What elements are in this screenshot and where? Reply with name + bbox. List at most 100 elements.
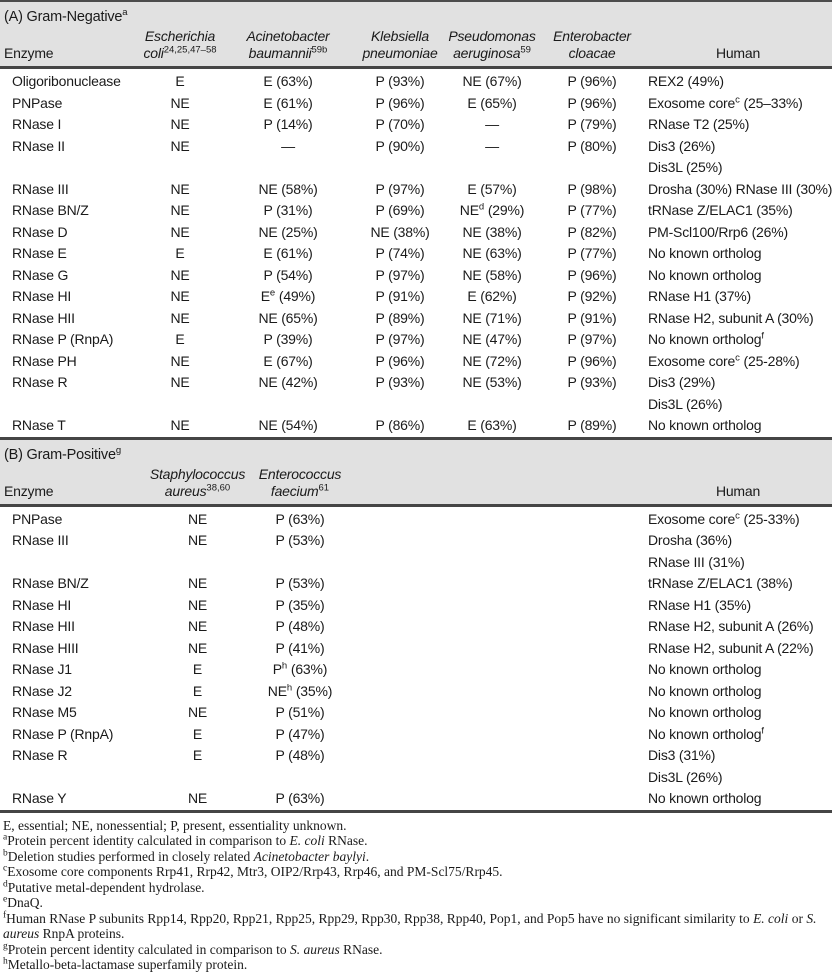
essentiality-cell: NE (38%) <box>370 223 430 240</box>
footnote: fHuman RNase P subunits Rpp14, Rpp20, Rp… <box>3 910 829 942</box>
table-row: RNase P (RnpA) E P (47%) No known orthologf <box>0 724 832 746</box>
enzyme-cell: RNase R <box>12 747 68 763</box>
spacer-cell <box>345 638 644 660</box>
essentiality-cell: NE <box>170 309 190 326</box>
essentiality-cell: NE (72%) <box>462 352 522 369</box>
spacer-cell <box>345 681 644 703</box>
table-row: PNPase NE P (63%) Exosome corec (25-33%) <box>0 505 832 530</box>
table-row: RNase J1 E Ph (63%) No known ortholog <box>0 659 832 681</box>
essentiality-cell: NE (38%) <box>462 223 522 240</box>
essentiality-cell: P (39%) <box>263 331 313 347</box>
footnote-text: DnaQ. <box>7 895 43 910</box>
table-row: RNase HII NE P (48%) RNase H2, subunit A (2… <box>0 616 832 638</box>
enzyme-cell: RNase III <box>12 532 69 548</box>
essentiality-cell: NE <box>170 374 190 390</box>
essentiality-cell: NE <box>170 266 190 283</box>
column-header: Acinetobacter baumannii59b <box>220 28 356 69</box>
essentiality-cell: P (93%) <box>375 374 425 390</box>
essentiality-cell: P (89%) <box>375 309 425 326</box>
essentiality-cell: P (97%) <box>375 266 425 283</box>
footnote-marker: a <box>3 832 8 843</box>
human-ortholog-cell: No known ortholog <box>648 704 762 720</box>
essentiality-cell: NE (47%) <box>462 331 522 347</box>
essentiality-cell: E (65%) <box>467 94 517 111</box>
essentiality-cell: NE <box>187 532 208 548</box>
essentiality-cell: E <box>175 331 185 347</box>
essentiality-cell: P (93%) <box>375 73 425 89</box>
table-row: RNase P (RnpA) E P (39%) P (97%) NE (47%) P (… <box>0 329 832 351</box>
enzyme-cell: RNase R <box>12 374 68 390</box>
spacer-cell <box>345 724 644 746</box>
table-row: RNase HI NE P (35%) RNase H1 (35%) <box>0 595 832 617</box>
essentiality-cell: P (89%) <box>567 417 617 433</box>
table-row: RNase R NE NE (42%) P (93%) NE (53%) P (93%) D… <box>0 372 832 415</box>
human-ortholog-cell: REX2 (49%) <box>648 73 724 89</box>
footnote: gProtein percent identity calculated in … <box>3 941 829 958</box>
column-header: Human <box>644 465 832 507</box>
essentiality-cell: P (79%) <box>567 116 617 132</box>
essentiality-cell: P (98%) <box>567 180 617 197</box>
enzyme-cell: RNase J1 <box>12 661 72 677</box>
human-ortholog-cell: No known ortholog <box>648 790 762 806</box>
footnote-text: Protein percent identity calculated in c… <box>7 941 383 957</box>
human-ortholog-cell: Exosome corec (25–33%) <box>648 93 803 111</box>
footnote-text: Human RNase P subunits Rpp14, Rpp20, Rpp… <box>3 910 817 942</box>
essentiality-cell: P (96%) <box>567 73 617 89</box>
essentiality-cell: E (57%) <box>467 180 517 197</box>
human-ortholog-cell: No known ortholog <box>648 682 762 699</box>
footnote: eDnaQ. <box>3 895 829 911</box>
table-row: RNase D NE NE (25%) NE (38%) NE (38%) P (82%)… <box>0 222 832 244</box>
enzyme-cell: RNase M5 <box>12 704 77 720</box>
enzyme-cell: RNase HI <box>12 596 72 613</box>
column-header: Escherichia coli24,25,47–58 <box>140 28 220 69</box>
enzyme-cell: PNPase <box>12 510 63 527</box>
enzyme-cell: RNase P (RnpA) <box>12 725 114 742</box>
footnote: E, essential; NE, nonessential; P, prese… <box>3 818 829 834</box>
essentiality-cell: P (97%) <box>375 180 425 197</box>
human-ortholog-cell: No known ortholog <box>648 417 762 433</box>
human-ortholog-cell: RNase H1 (35%) <box>648 596 752 613</box>
enzyme-cell: Oligoribonuclease <box>12 73 121 89</box>
table-row: RNase BN/Z NE P (31%) P (69%) NEd (29%) P (77… <box>0 200 832 222</box>
enzyme-cell: PNPase <box>12 94 63 111</box>
spacer-cell <box>345 745 644 788</box>
human-ortholog-cell: Drosha (30%) RNase III (30%) <box>648 180 832 197</box>
essentiality-cell: Ee (49%) <box>260 287 316 304</box>
essentiality-cell: P (96%) <box>375 352 425 369</box>
essentiality-cell: P (48%) <box>275 618 325 634</box>
essentiality-cell: NE <box>187 639 208 656</box>
footnote-marker: e <box>3 894 8 905</box>
table-row: RNase HII NE NE (65%) P (89%) NE (71%) P (91%… <box>0 308 832 330</box>
human-ortholog-cell: tRNase Z/ELAC1 (38%) <box>648 575 793 591</box>
human-ortholog-cell: No known ortholog <box>648 266 762 283</box>
column-header: Human <box>644 28 832 69</box>
human-ortholog-cell: tRNase Z/ELAC1 (35%) <box>648 202 793 218</box>
essentiality-cell: P (97%) <box>375 331 425 347</box>
footnotes: E, essential; NE, nonessential; P, prese… <box>0 813 832 975</box>
essentiality-cell: P (63%) <box>275 510 325 527</box>
essentiality-cell: E <box>192 725 203 742</box>
footnote-marker: c <box>3 863 8 874</box>
essentiality-cell: NEh (35%) <box>267 681 333 699</box>
essentiality-cell: P (53%) <box>275 532 325 548</box>
essentiality-cell: E <box>192 661 203 677</box>
essentiality-cell: P (53%) <box>275 575 325 591</box>
enzyme-cell: RNase HI <box>12 288 72 304</box>
enzyme-cell: RNase T <box>12 417 66 433</box>
essentiality-cell: P (97%) <box>567 331 617 347</box>
human-ortholog-cell: Exosome corec (25-28%) <box>648 351 800 369</box>
enzyme-cell: RNase HIII <box>12 639 79 656</box>
table-row: RNase II NE — P (90%) — P (80%) Dis3 (26%) Dis3… <box>0 136 832 179</box>
footnote: aProtein percent identity calculated in … <box>3 833 829 849</box>
human-ortholog-cell: Dis3 (29%) Dis3L (26%) <box>648 374 723 412</box>
table-row: RNase HIII NE P (41%) RNase H2, subunit A (… <box>0 638 832 660</box>
essentiality-cell: P (14%) <box>263 116 313 132</box>
human-ortholog-cell: No known orthologf <box>648 724 764 742</box>
human-ortholog-cell: No known ortholog <box>648 661 762 677</box>
column-header: Enzyme <box>0 465 140 507</box>
spacer-cell <box>345 595 644 617</box>
essentiality-cell: P (82%) <box>567 223 617 240</box>
essentiality-cell: NE (58%) <box>462 266 522 283</box>
table-row: RNase M5 NE P (51%) No known ortholog <box>0 702 832 724</box>
essentiality-cell: NE (58%) <box>258 180 318 197</box>
